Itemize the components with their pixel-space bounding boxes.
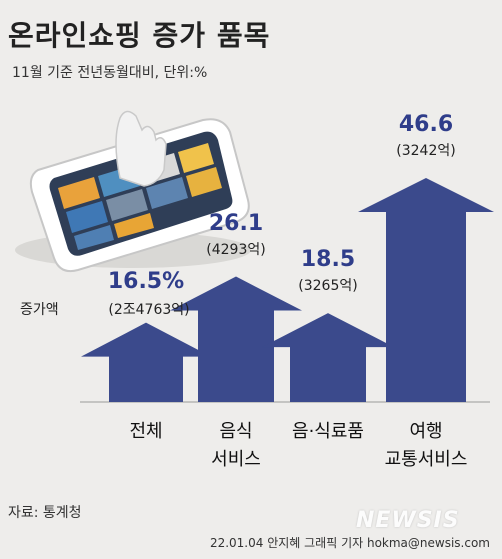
- bar-amount-label: (2조4763억): [108, 301, 190, 318]
- bar-value-label: 18.5: [300, 247, 356, 273]
- bar-value-label: 16.5%: [107, 268, 185, 294]
- bar-arrow: [170, 276, 302, 402]
- amount-prefix-label: 증가액: [20, 301, 59, 318]
- bar-value-label: 26.1: [208, 210, 264, 236]
- source-note: 자료: 통계청: [8, 505, 82, 521]
- category-label-line: 여행: [409, 421, 443, 442]
- category-label-line: 교통서비스: [384, 449, 468, 470]
- credit-line: 22.01.04 안지혜 그래픽 기자 hokma@newsis.com: [209, 536, 490, 550]
- page-subtitle: 11월 기준 전년동월대비, 단위:%: [12, 65, 208, 81]
- bar-arrow: [81, 322, 211, 402]
- bar-arrow: [358, 178, 494, 402]
- category-label-line: 전체: [129, 421, 163, 442]
- category-label: 전체: [91, 418, 201, 446]
- category-label-line: 음·식료품: [292, 421, 364, 442]
- bar-amount-label: (4293억): [206, 241, 266, 258]
- bar-value-label: 46.6: [398, 112, 454, 137]
- bar-amount-label: (3242억): [396, 143, 456, 159]
- smartphone-illustration: [15, 110, 251, 273]
- page-title: 온라인쇼핑 증가 품목: [8, 19, 271, 52]
- category-label: 음·식료품: [273, 418, 383, 446]
- bar-amount-label: (3265억): [298, 278, 358, 295]
- category-label-line: 음식: [219, 421, 253, 442]
- newsis-watermark: NEWSIS: [356, 508, 460, 533]
- bar-arrow: [262, 313, 394, 402]
- phone-icon: [15, 110, 251, 273]
- category-label-line: 서비스: [211, 449, 261, 470]
